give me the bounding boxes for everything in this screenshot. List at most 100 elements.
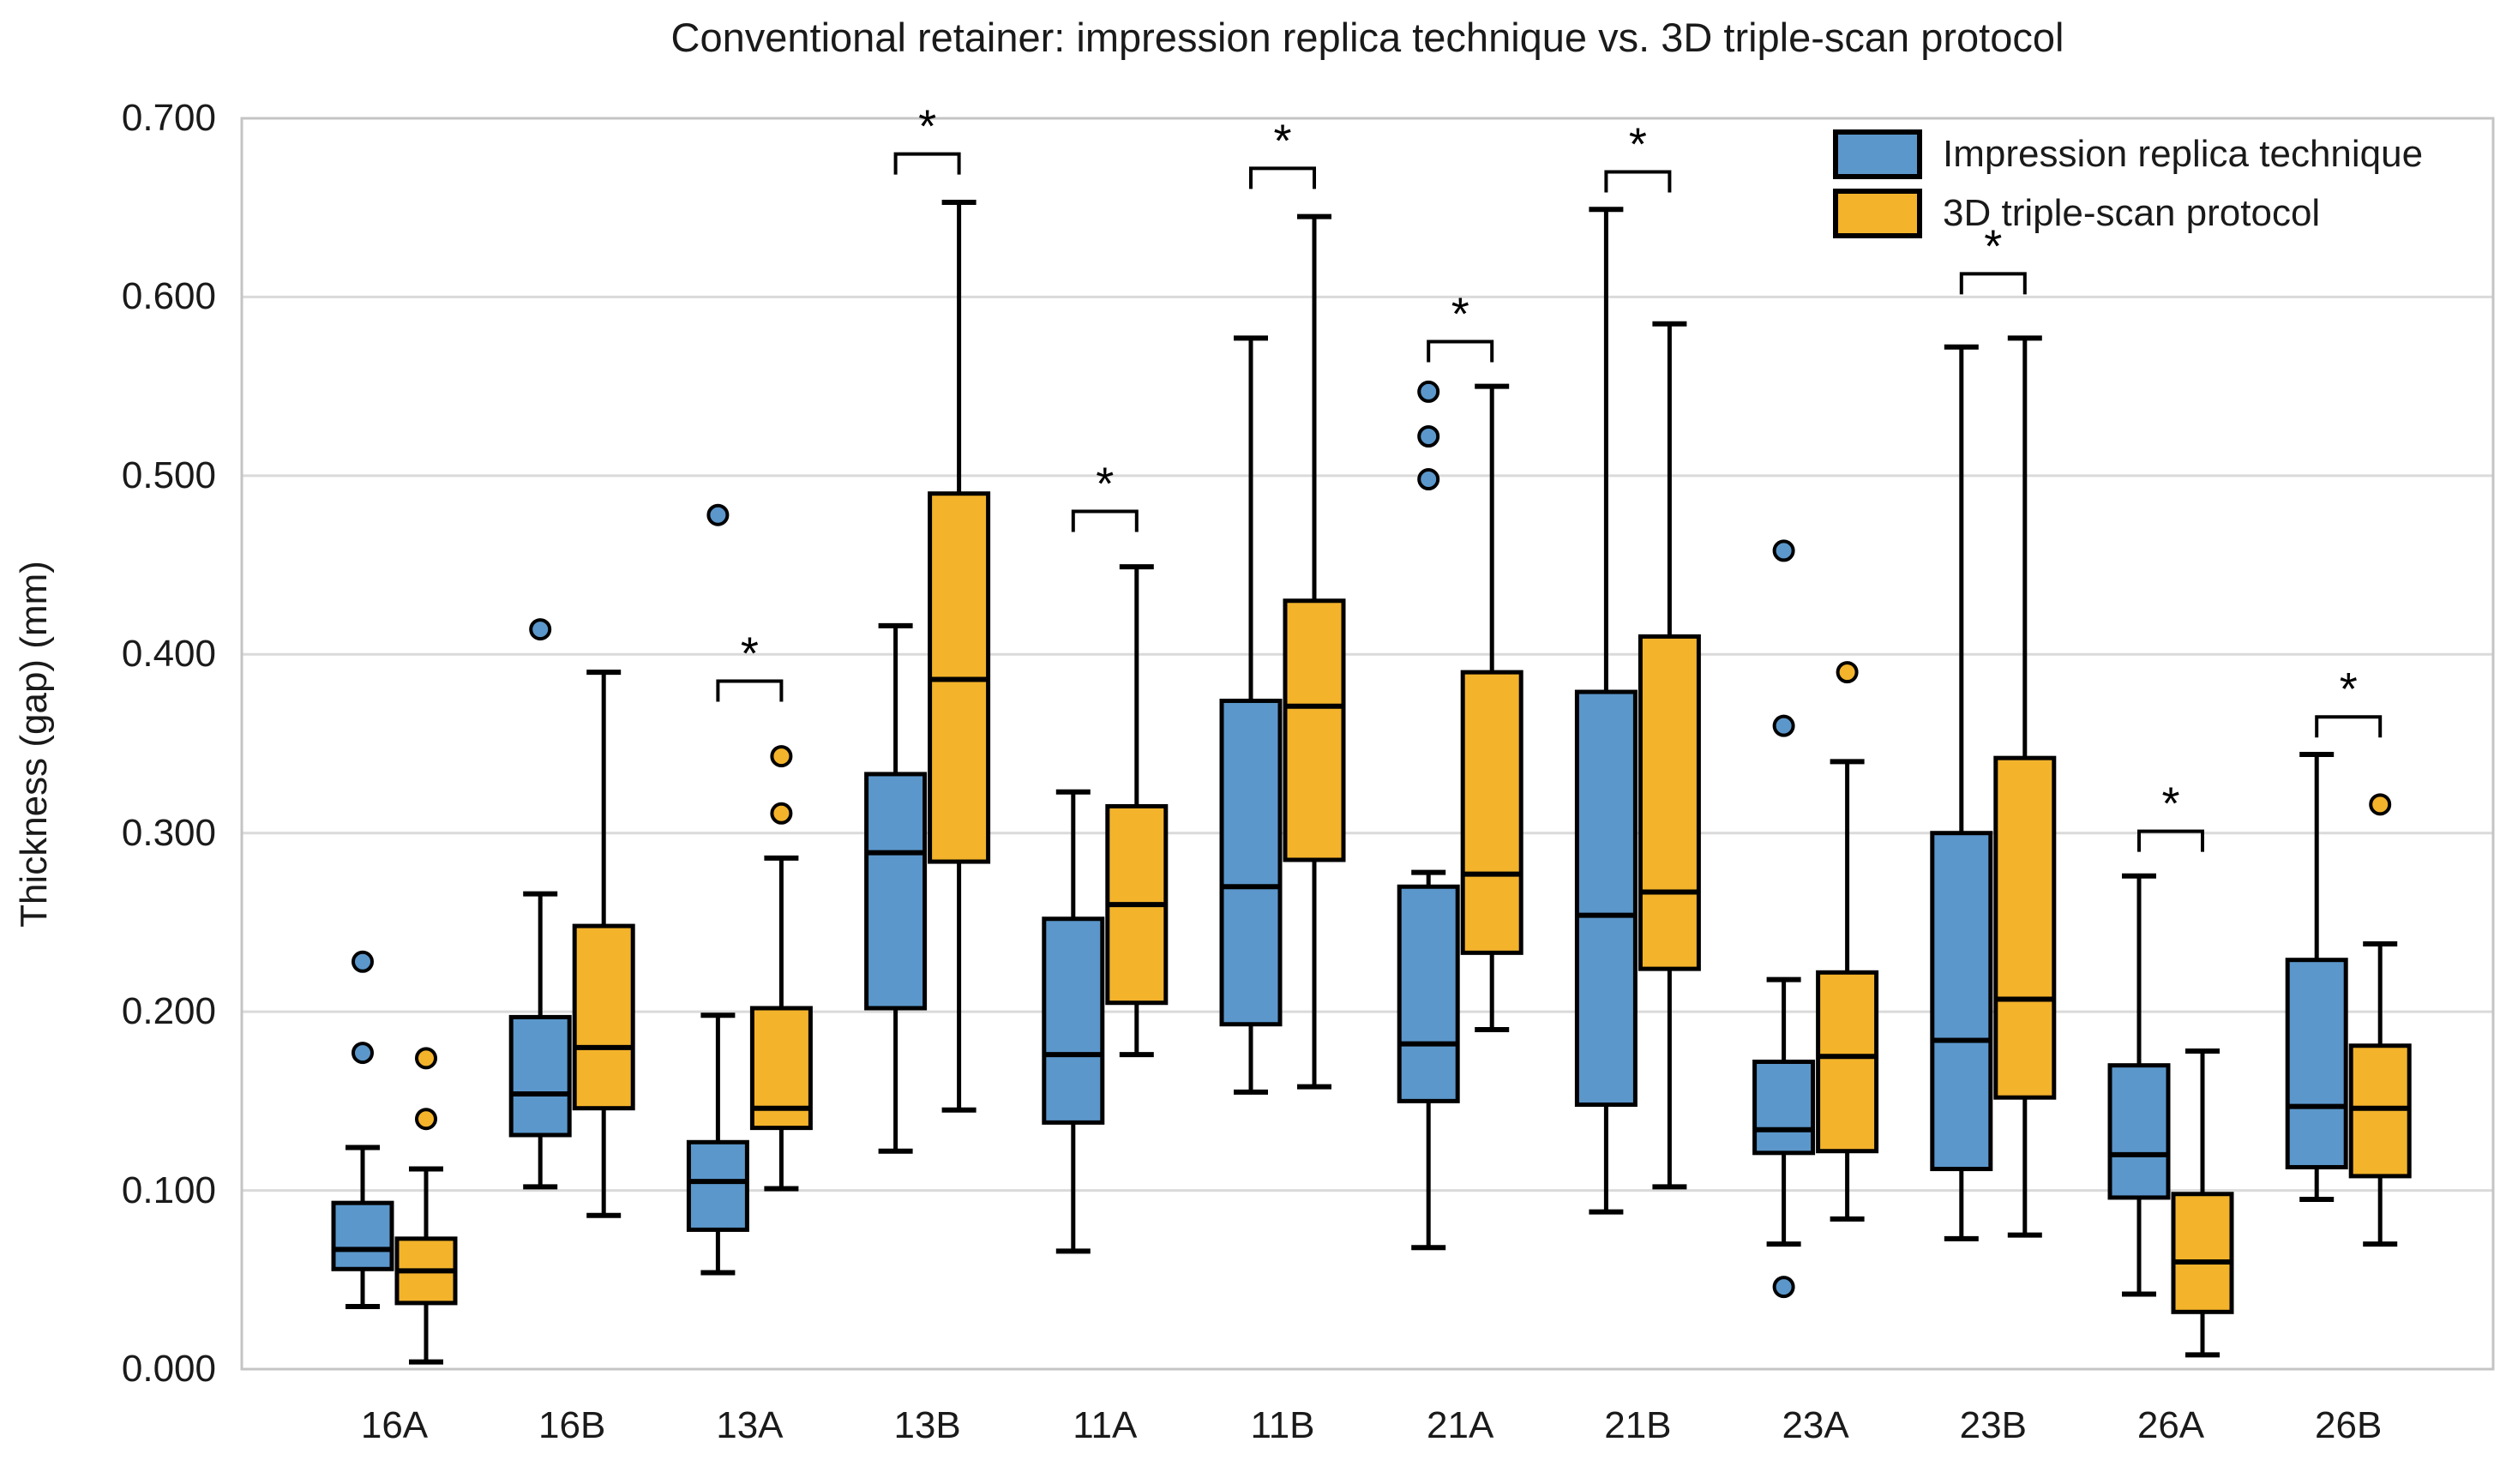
legend-item-impression-replica: Impression replica technique: [1833, 129, 2423, 179]
outlier-point: [706, 503, 730, 526]
iqr-box: [686, 1139, 749, 1232]
y-tick-label-0.200: 0.200: [121, 990, 216, 1033]
outlier-point: [2369, 793, 2392, 816]
legend-item-triple-scan: 3D triple-scan protocol: [1833, 189, 2423, 238]
y-tick-label-0.100: 0.100: [121, 1169, 216, 1211]
iqr-box: [1042, 916, 1105, 1125]
iqr-box: [572, 923, 635, 1111]
sig-bracket-13A: [716, 679, 784, 702]
sig-asterisk-23B: *: [1984, 220, 2002, 272]
sig-asterisk-26A: *: [2161, 778, 2179, 830]
box-16A-blue: [331, 950, 394, 1310]
box-11B-yellow: [1283, 213, 1346, 1090]
box-23B-blue: [1930, 344, 1993, 1241]
sig-asterisk-26B: *: [2340, 664, 2358, 715]
iqr-box: [1930, 831, 1993, 1172]
box-16B-blue: [508, 618, 572, 1190]
y-tick-label-0.000: 0.000: [121, 1348, 216, 1390]
iqr-box: [1752, 1060, 1816, 1156]
series-impression-replica: [331, 207, 2348, 1310]
box-11A-blue: [1042, 789, 1105, 1254]
y-tick-label-0.400: 0.400: [121, 633, 216, 676]
box-16A-yellow: [394, 1047, 458, 1365]
chart-title: Conventional retainer: impression replic…: [670, 15, 2064, 60]
box-16B-yellow: [572, 670, 635, 1218]
outlier-point: [1417, 425, 1440, 448]
sig-bracket-21A: [1427, 339, 1494, 363]
box-13A-blue: [686, 503, 749, 1276]
box-26B-blue: [2285, 752, 2348, 1202]
sig-bracket-23B: [1959, 272, 2027, 295]
outlier-point: [1836, 661, 1859, 684]
x-tick-label-13A: 13A: [716, 1404, 784, 1446]
box-13B-blue: [864, 622, 928, 1154]
legend: Impression replica technique 3D triple-s…: [1833, 129, 2423, 249]
legend-swatch-blue: [1833, 129, 1922, 179]
iqr-box: [508, 1014, 572, 1138]
x-tick-label-16B: 16B: [538, 1404, 606, 1446]
iqr-box: [864, 772, 928, 1011]
sig-asterisk-13A: *: [741, 628, 759, 680]
iqr-box: [1574, 689, 1638, 1108]
outlier-point: [1417, 468, 1440, 491]
box-21A-yellow: [1460, 383, 1523, 1032]
x-tick-label-26A: 26A: [2136, 1404, 2205, 1446]
significance-brackets: * * * * * * * * *: [716, 101, 2383, 852]
sig-asterisk-11A: *: [1096, 459, 1114, 510]
box-23A-blue: [1752, 539, 1816, 1299]
iqr-box: [1993, 755, 2057, 1100]
sig-asterisk-21A: *: [1451, 289, 1469, 340]
outlier-point: [1772, 1276, 1795, 1299]
iqr-box: [1638, 634, 1701, 971]
box-13A-yellow: [749, 745, 813, 1192]
outlier-point: [415, 1108, 437, 1131]
box-13B-yellow: [928, 199, 991, 1113]
iqr-box: [2107, 1063, 2171, 1200]
iqr-box: [1283, 598, 1346, 862]
outlier-point: [352, 950, 374, 973]
sig-bracket-13B: [893, 152, 961, 175]
box-26A-blue: [2107, 873, 2171, 1297]
sig-asterisk-21B: *: [1629, 119, 1647, 171]
y-tick-label-0.600: 0.600: [121, 275, 216, 318]
series-triple-scan: [394, 199, 2412, 1365]
legend-swatch-yellow: [1833, 189, 1922, 238]
plot-frame: [240, 117, 2495, 1371]
sig-bracket-26B: [2315, 715, 2383, 738]
outlier-point: [352, 1042, 374, 1065]
iqr-box: [1816, 970, 1879, 1154]
outlier-point: [1772, 539, 1795, 562]
sig-asterisk-11B: *: [1273, 115, 1291, 166]
sig-asterisk-13B: *: [918, 101, 936, 153]
box-26A-yellow: [2171, 1048, 2234, 1358]
x-tick-label-23B: 23B: [1959, 1404, 2027, 1446]
outlier-point: [415, 1047, 437, 1070]
x-tick-label-11A: 11A: [1073, 1404, 1138, 1446]
outlier-point: [1772, 714, 1795, 737]
x-tick-label-13B: 13B: [893, 1404, 961, 1446]
outlier-point: [770, 745, 793, 768]
box-26B-yellow: [2348, 793, 2412, 1247]
sig-bracket-21B: [1604, 170, 1672, 193]
outlier-point: [770, 802, 793, 825]
box-21B-yellow: [1638, 321, 1701, 1190]
box-23A-yellow: [1816, 661, 1879, 1222]
x-tick-label-26B: 26B: [2315, 1404, 2383, 1446]
x-tick-label-21B: 21B: [1604, 1404, 1672, 1446]
iqr-box: [331, 1200, 394, 1271]
box-11A-yellow: [1105, 564, 1169, 1058]
box-21A-blue: [1397, 380, 1460, 1251]
outlier-point: [1417, 380, 1440, 403]
sig-bracket-26A: [2137, 829, 2204, 852]
box-11B-blue: [1219, 335, 1283, 1095]
box-21B-blue: [1574, 207, 1638, 1215]
x-tick-label-23A: 23A: [1782, 1404, 1849, 1446]
outlier-point: [529, 618, 552, 641]
iqr-box: [1219, 698, 1283, 1027]
y-tick-label-0.700: 0.700: [121, 97, 216, 139]
y-tick-label-0.300: 0.300: [121, 811, 216, 854]
iqr-box: [1397, 884, 1460, 1103]
iqr-box: [2285, 958, 2348, 1169]
